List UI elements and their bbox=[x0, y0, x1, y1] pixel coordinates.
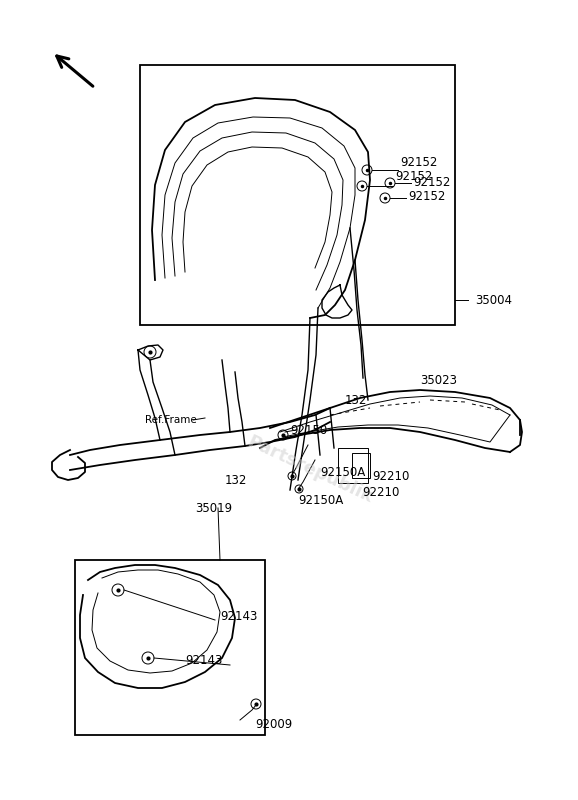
Text: Partsrepublik: Partsrepublik bbox=[244, 433, 376, 507]
Text: 92150A: 92150A bbox=[320, 466, 365, 478]
Text: 92210: 92210 bbox=[372, 470, 409, 483]
Text: 92009: 92009 bbox=[255, 718, 292, 730]
Text: 92150: 92150 bbox=[290, 423, 327, 437]
Bar bbox=[140, 65, 455, 325]
Bar bbox=[352, 453, 370, 478]
Text: 132: 132 bbox=[345, 394, 368, 406]
Text: 92152: 92152 bbox=[395, 170, 432, 183]
Text: 92210: 92210 bbox=[362, 486, 399, 498]
Bar bbox=[338, 448, 368, 483]
Text: 92152: 92152 bbox=[408, 190, 446, 202]
Text: 92143: 92143 bbox=[220, 610, 257, 623]
Text: 92152: 92152 bbox=[400, 157, 438, 170]
Text: 92152: 92152 bbox=[413, 175, 450, 189]
Text: 35023: 35023 bbox=[420, 374, 457, 386]
Text: Ref.Frame: Ref.Frame bbox=[145, 415, 197, 425]
Text: 92143: 92143 bbox=[185, 654, 223, 666]
Text: 35019: 35019 bbox=[195, 502, 232, 514]
Text: 92150A: 92150A bbox=[298, 494, 343, 506]
Bar bbox=[75, 560, 265, 735]
Text: 35004: 35004 bbox=[475, 294, 512, 306]
Text: 132: 132 bbox=[225, 474, 247, 486]
